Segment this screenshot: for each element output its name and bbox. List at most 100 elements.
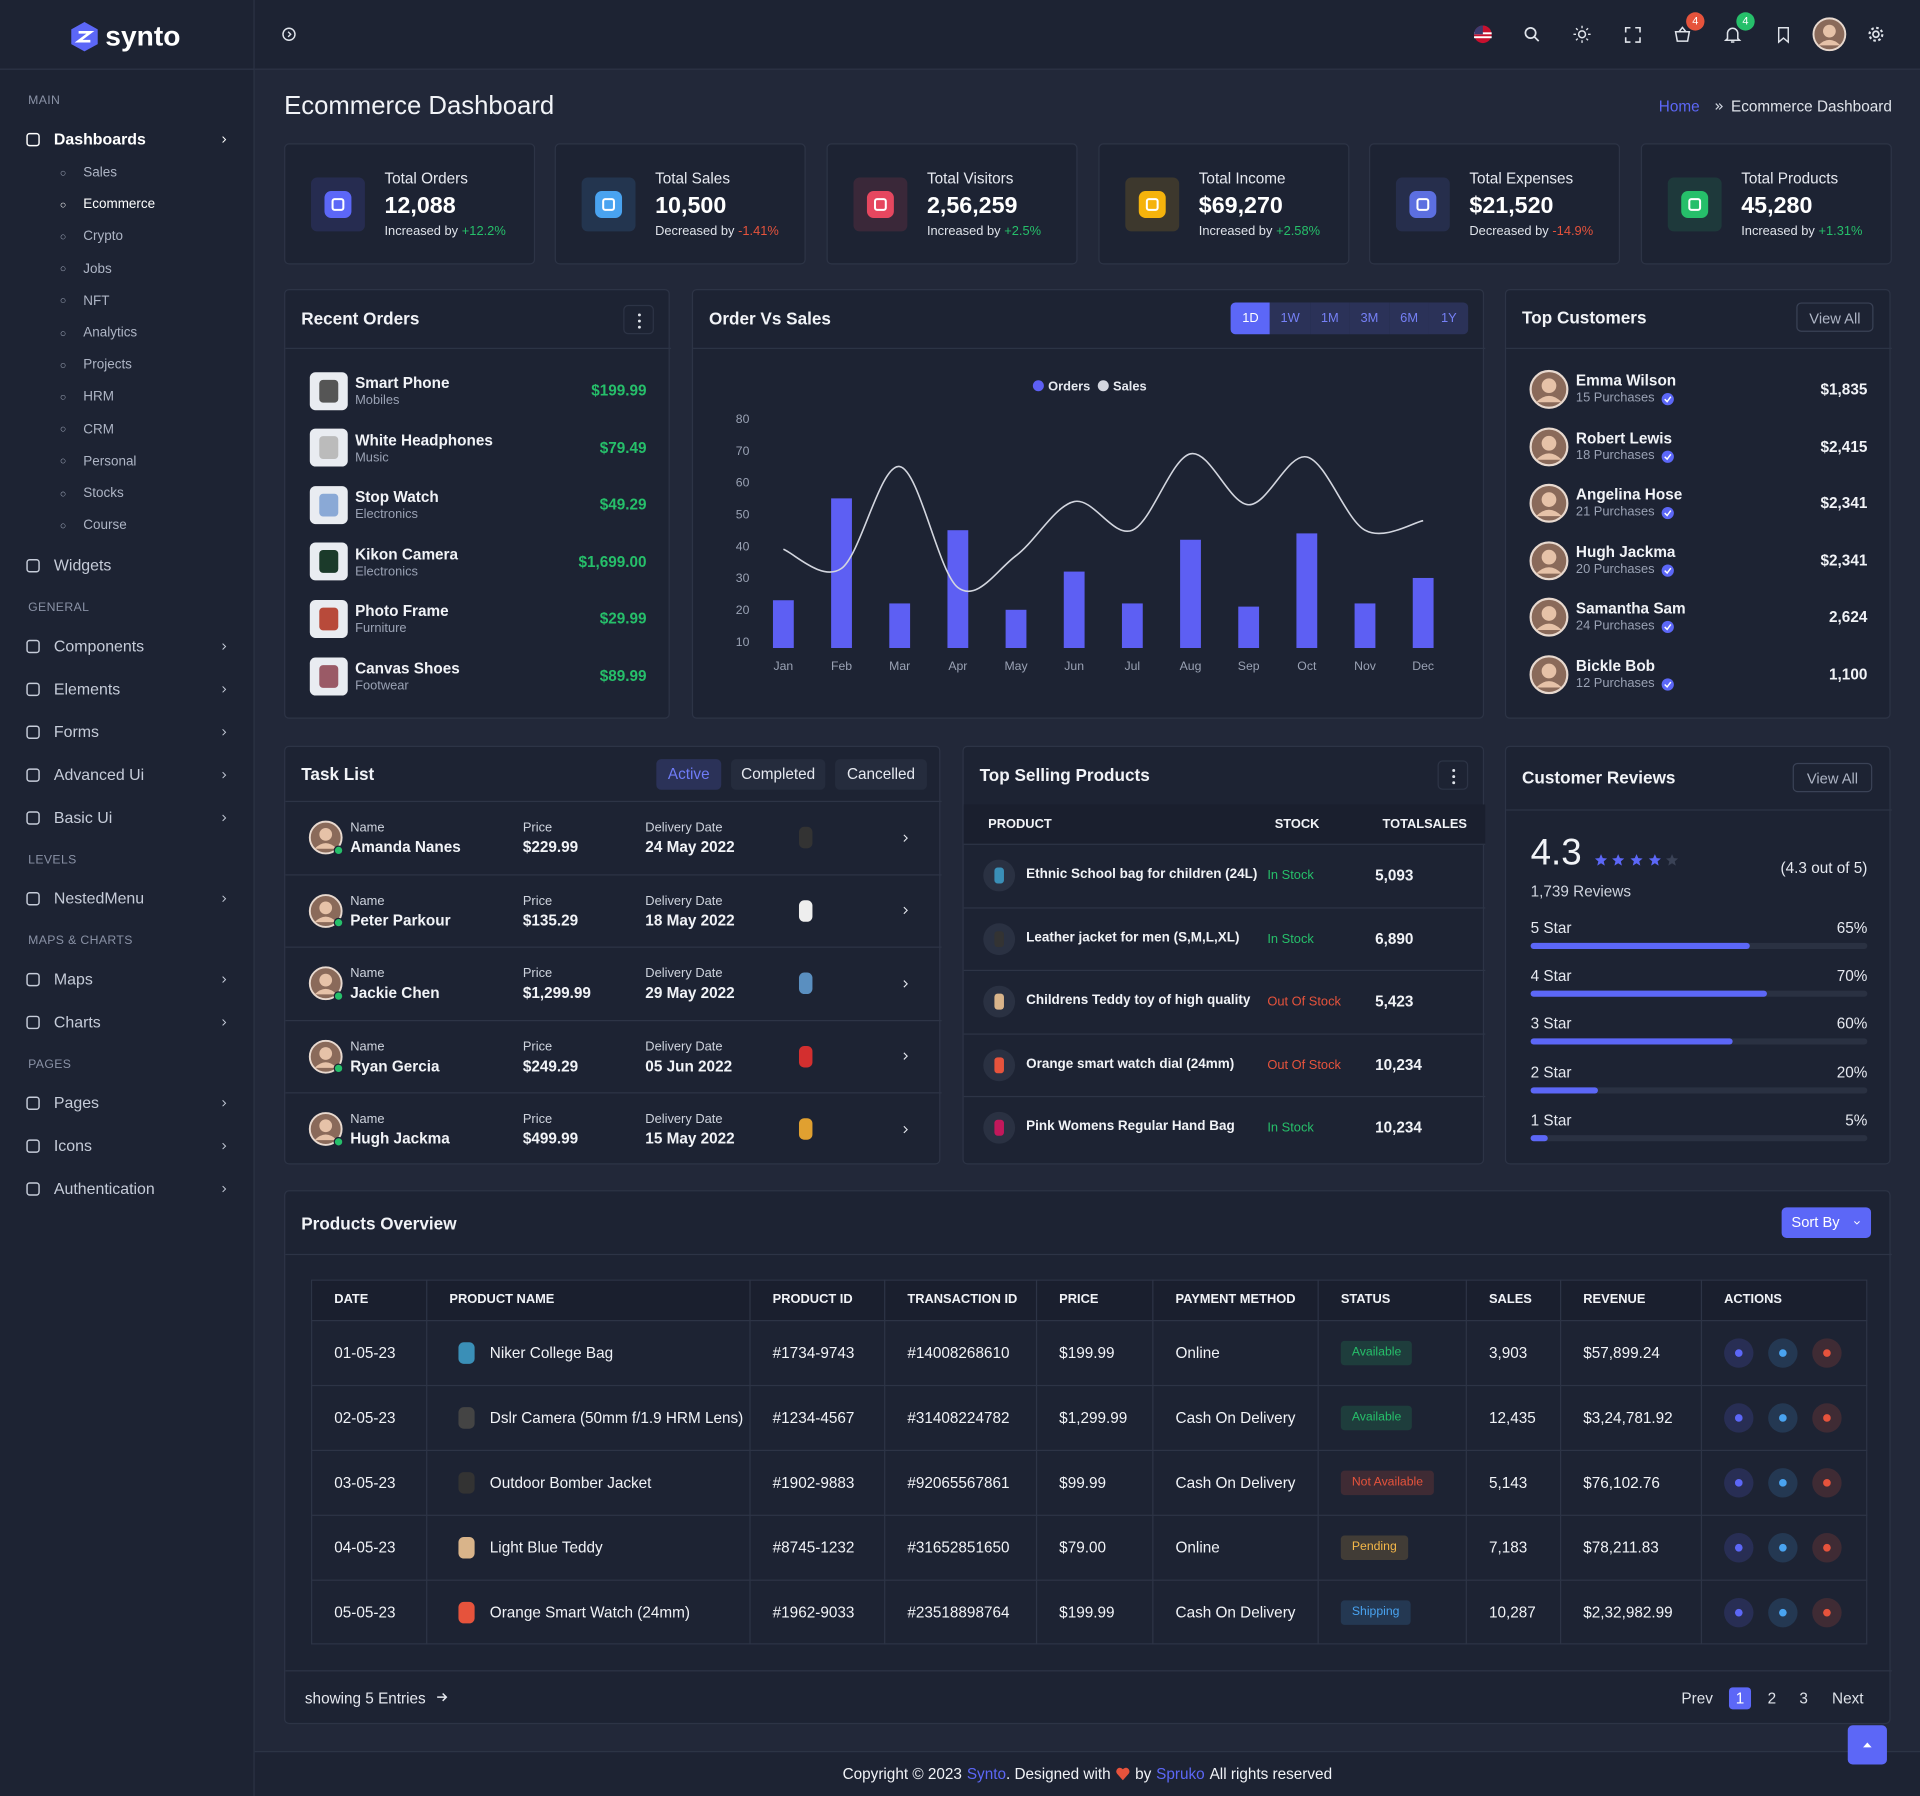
nav-item[interactable]: Advanced Ui [53, 765, 145, 784]
product-image-part [458, 1406, 475, 1429]
task-tab[interactable]: Completed [731, 759, 826, 790]
row-divider [311, 1449, 1868, 1452]
nav-subitem[interactable]: Course [83, 518, 127, 533]
nav-item[interactable]: Elements [53, 679, 121, 699]
nav-subitem[interactable]: CRM [83, 421, 114, 437]
nav-item[interactable]: Icons [53, 1136, 92, 1155]
edit-button[interactable] [1768, 1467, 1798, 1497]
task-image [798, 826, 813, 849]
nav-chevron [222, 729, 227, 736]
cell-revenue: $2,32,982.99 [1583, 1603, 1673, 1621]
stat-note: Increased by +12.2% [384, 219, 505, 243]
footer-link[interactable]: Spruko [1156, 1765, 1205, 1783]
nav-subitem[interactable]: Projects [83, 357, 132, 373]
nav-item[interactable]: Pages [53, 1093, 100, 1113]
button-label: Sort By [1791, 1213, 1840, 1231]
product-image [309, 371, 348, 410]
nav-subitem[interactable]: Sales [83, 165, 117, 180]
nav-item[interactable]: Authentication [53, 1179, 155, 1198]
task-chevron-part [902, 1052, 908, 1061]
view-all-button[interactable]: View All [1796, 302, 1874, 332]
edit-button[interactable] [1768, 1532, 1798, 1562]
sort-button[interactable]: Sort By [1781, 1207, 1872, 1238]
stat-icon-part [1416, 198, 1430, 211]
x-tick-label: Mar [889, 659, 910, 673]
more-button[interactable] [623, 304, 654, 335]
total-sales: 10,234 [1375, 1056, 1422, 1074]
nav-item[interactable]: NestedMenu [53, 889, 145, 908]
page-link[interactable]: Next [1832, 1689, 1864, 1707]
more-button[interactable] [1437, 760, 1469, 790]
delete-button[interactable] [1812, 1467, 1842, 1497]
nav-item[interactable]: Dashboards [53, 129, 146, 149]
nav-item[interactable]: Widgets [53, 556, 112, 575]
range-label: 6M [1400, 311, 1419, 326]
task-chevron[interactable] [899, 1051, 910, 1062]
stat-label: Total Products [1741, 170, 1839, 188]
nav-subitem[interactable]: Stocks [83, 486, 124, 501]
task-image-part [798, 1045, 813, 1068]
page-link[interactable]: Prev [1681, 1689, 1713, 1707]
range-button[interactable]: 1M [1309, 302, 1350, 335]
star-label: 3 Star [1530, 1015, 1572, 1033]
nav-item[interactable]: Charts [53, 1012, 101, 1032]
range-button[interactable]: 1W [1270, 302, 1310, 335]
view-button[interactable] [1724, 1402, 1754, 1433]
order-name: Canvas Shoes [355, 660, 460, 678]
edit-button[interactable] [1768, 1402, 1798, 1433]
view-button[interactable] [1724, 1467, 1754, 1497]
task-chevron[interactable] [899, 1124, 910, 1135]
page-link[interactable]: 3 [1799, 1689, 1808, 1707]
nav-subitem[interactable]: NFT [83, 293, 110, 309]
breadcrumb-link[interactable]: Home [1658, 97, 1700, 116]
view-all-button[interactable]: View All [1792, 762, 1873, 793]
nav-subitem[interactable]: HRM [83, 389, 114, 405]
page-link[interactable]: 2 [1767, 1689, 1777, 1707]
footer-link[interactable]: Synto [966, 1765, 1006, 1783]
stat-card: Total Products 45,280 Increased by +1.31% [1640, 143, 1892, 265]
nav-icon-part [26, 1015, 40, 1030]
nav-item[interactable]: Components [53, 636, 145, 656]
delete-button[interactable] [1812, 1402, 1842, 1433]
customer-avatar-part [1536, 452, 1562, 460]
nav-subitem[interactable]: Analytics [83, 325, 138, 341]
nav-subitem[interactable]: Personal [83, 454, 137, 469]
delete-button[interactable] [1812, 1597, 1842, 1627]
customer-avatar-part [1541, 549, 1557, 565]
nav-item[interactable]: Maps [53, 970, 93, 989]
range-button[interactable]: 6M [1389, 302, 1429, 335]
stat-icon-part [324, 191, 352, 218]
range-button[interactable]: 3M [1349, 302, 1390, 335]
more-dot-part [1451, 774, 1455, 778]
task-tab[interactable]: Active [656, 759, 722, 790]
status-badge: Pending [1340, 1534, 1408, 1560]
flag-part [1474, 25, 1483, 35]
range-button[interactable]: 1D [1230, 302, 1271, 335]
task-chevron[interactable] [899, 905, 910, 916]
nav-subitem[interactable]: Crypto [83, 229, 123, 245]
task-chevron[interactable] [899, 978, 910, 989]
range-button[interactable]: 1Y [1428, 302, 1469, 335]
view-button[interactable] [1724, 1532, 1754, 1562]
stat-icon-part [1688, 198, 1702, 211]
edit-button[interactable] [1768, 1337, 1798, 1368]
delete-button-part [1823, 1608, 1831, 1616]
nav-subitem[interactable]: Jobs [83, 261, 112, 277]
edit-button[interactable] [1768, 1597, 1798, 1627]
view-button[interactable] [1724, 1337, 1754, 1368]
task-chevron[interactable] [899, 832, 910, 843]
column-header: DATE [334, 1291, 369, 1307]
scroll-top-button[interactable] [1847, 1725, 1887, 1765]
delete-button[interactable] [1812, 1532, 1842, 1562]
page-link[interactable]: 1 [1728, 1687, 1752, 1710]
view-button[interactable] [1724, 1597, 1754, 1627]
nav-icon-part [26, 640, 40, 654]
nav-subitem[interactable]: Ecommerce [83, 197, 156, 213]
y-tick-label: 40 [736, 539, 750, 553]
nav-item[interactable]: Forms [53, 722, 99, 742]
product-image [309, 542, 348, 581]
nav-item[interactable]: Basic Ui [53, 808, 113, 827]
task-tab[interactable]: Cancelled [835, 759, 927, 790]
delete-button[interactable] [1812, 1337, 1842, 1368]
table-header [963, 804, 1486, 845]
